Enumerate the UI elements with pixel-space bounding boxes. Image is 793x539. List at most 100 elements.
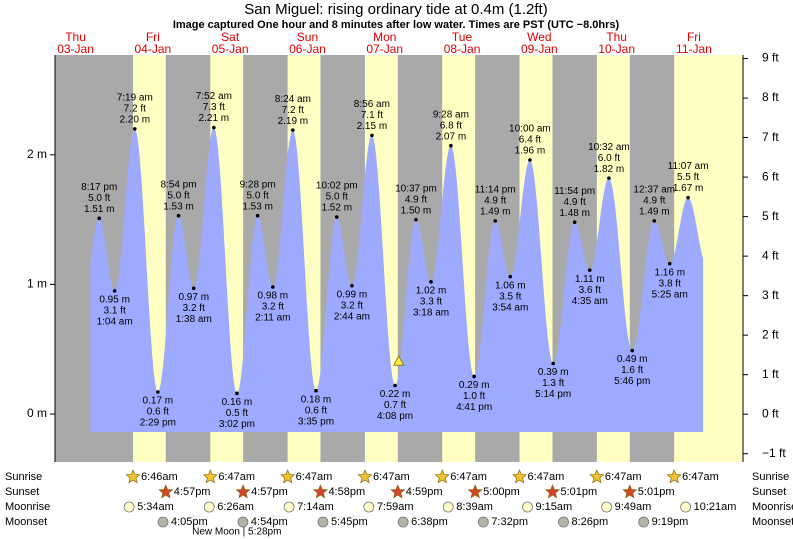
height-m-label: 0.99 m bbox=[337, 289, 368, 300]
row-label-right: Moonrise bbox=[752, 501, 793, 513]
event-time: 6:38pm bbox=[411, 516, 448, 528]
height-m-label: 0.97 m bbox=[178, 292, 209, 303]
extreme-point bbox=[551, 361, 556, 366]
day-date: 10-Jan bbox=[598, 42, 635, 56]
event-icon bbox=[363, 501, 375, 513]
event-icon bbox=[280, 469, 296, 484]
height-m-label: 1.06 m bbox=[495, 280, 526, 291]
day-date: 09-Jan bbox=[521, 42, 558, 56]
height-ft-label: 4.9 ft bbox=[643, 196, 665, 207]
day-date: 04-Jan bbox=[134, 42, 171, 56]
event-time: 4:05pm bbox=[171, 516, 208, 528]
event-time: 9:19pm bbox=[652, 516, 689, 528]
y2-tick-label: 4 ft bbox=[762, 248, 779, 262]
y-tick-label: 2 m bbox=[27, 147, 47, 161]
height-ft-label: 5.0 ft bbox=[247, 190, 269, 201]
event-time: 8:26pm bbox=[572, 516, 609, 528]
event-icon bbox=[312, 484, 328, 499]
extreme-point bbox=[235, 391, 239, 396]
height-ft-label: 0.5 ft bbox=[226, 408, 248, 419]
y2-tick-label: 1 ft bbox=[762, 367, 779, 381]
event-time: 4:54pm bbox=[251, 516, 288, 528]
height-m-label: 0.16 m bbox=[222, 397, 253, 408]
day-weekday: Mon bbox=[373, 30, 396, 44]
event-icon bbox=[203, 501, 215, 513]
height-m-label: 0.39 m bbox=[538, 367, 569, 378]
event-icon bbox=[666, 469, 682, 484]
height-ft-label: 1.0 ft bbox=[463, 391, 485, 402]
event-time: 6:47am bbox=[218, 471, 255, 483]
extreme-point bbox=[350, 283, 354, 288]
event-time: 9:15am bbox=[535, 501, 572, 513]
time-label: 12:37 am bbox=[633, 185, 675, 196]
event-time: 5:01pm bbox=[638, 486, 675, 498]
height-m-label: 2.20 m bbox=[119, 115, 150, 126]
y2-tick-label: 5 ft bbox=[762, 209, 779, 223]
height-ft-label: 7.1 ft bbox=[361, 110, 383, 121]
extreme-point bbox=[132, 127, 137, 131]
time-label: 3:02 pm bbox=[219, 419, 255, 430]
day-weekday: Fri bbox=[687, 30, 701, 44]
height-ft-label: 5.0 ft bbox=[326, 192, 348, 203]
height-ft-label: 6.4 ft bbox=[519, 135, 541, 146]
time-label: 11:14 pm bbox=[475, 185, 516, 196]
extreme-point bbox=[176, 213, 181, 218]
day-date: 11-Jan bbox=[676, 42, 712, 56]
day-weekday: Sun bbox=[297, 30, 318, 44]
height-m-label: 1.11 m bbox=[575, 274, 605, 285]
height-m-label: 2.07 m bbox=[436, 131, 467, 142]
time-label: 3:18 am bbox=[413, 307, 449, 318]
extreme-point bbox=[370, 133, 374, 138]
height-m-label: 1.49 m bbox=[480, 207, 511, 218]
day-weekday: Sat bbox=[221, 30, 240, 44]
y2-tick-label: 3 ft bbox=[762, 288, 779, 302]
time-label: 5:46 pm bbox=[614, 376, 650, 387]
event-time: 9:49am bbox=[615, 501, 652, 513]
event-icon bbox=[123, 501, 135, 513]
time-label: 10:37 pm bbox=[395, 183, 437, 194]
extreme-point bbox=[572, 220, 577, 225]
height-ft-label: 3.3 ft bbox=[420, 296, 442, 307]
extreme-point bbox=[291, 128, 295, 132]
height-ft-label: 0.6 ft bbox=[147, 407, 169, 418]
height-m-label: 0.22 m bbox=[380, 389, 411, 400]
extreme-point bbox=[314, 388, 318, 393]
event-icon bbox=[558, 516, 569, 528]
extreme-point bbox=[652, 219, 657, 223]
height-m-label: 0.49 m bbox=[617, 354, 648, 365]
time-label: 3:54 am bbox=[492, 302, 528, 313]
height-ft-label: 5.0 ft bbox=[88, 193, 110, 204]
extreme-point bbox=[271, 285, 275, 289]
y2-tick-label: 7 ft bbox=[762, 130, 779, 144]
time-label: 7:52 am bbox=[196, 91, 232, 102]
height-ft-label: 4.9 ft bbox=[405, 194, 427, 205]
moon-phase: New Moon | 5:28pm bbox=[192, 527, 281, 538]
day-weekday: Wed bbox=[527, 30, 551, 44]
event-time: 6:47am bbox=[296, 471, 333, 483]
height-ft-label: 3.8 ft bbox=[659, 278, 681, 289]
event-icon bbox=[467, 484, 483, 499]
height-m-label: 1.51 m bbox=[84, 204, 115, 215]
extreme-point bbox=[630, 348, 635, 353]
day-date: 08-Jan bbox=[444, 42, 481, 56]
event-icon bbox=[357, 469, 373, 484]
day-date: 07-Jan bbox=[366, 42, 403, 56]
day-weekday: Thu bbox=[65, 30, 86, 44]
extreme-point bbox=[393, 383, 397, 388]
event-time: 7:14am bbox=[297, 501, 334, 513]
height-m-label: 2.21 m bbox=[199, 113, 230, 124]
event-icon bbox=[283, 501, 295, 513]
event-icon bbox=[680, 501, 692, 513]
event-icon bbox=[522, 501, 533, 513]
event-time: 6:46am bbox=[141, 471, 178, 483]
event-time: 5:00pm bbox=[483, 486, 520, 498]
event-icon bbox=[434, 469, 450, 484]
height-ft-label: 3.5 ft bbox=[499, 291, 521, 302]
time-label: 4:08 pm bbox=[377, 411, 413, 422]
extreme-point bbox=[449, 143, 453, 148]
event-icon bbox=[512, 469, 528, 484]
time-label: 11:54 pm bbox=[554, 186, 595, 197]
event-time: 7:32pm bbox=[491, 516, 528, 528]
event-icon bbox=[235, 484, 251, 499]
